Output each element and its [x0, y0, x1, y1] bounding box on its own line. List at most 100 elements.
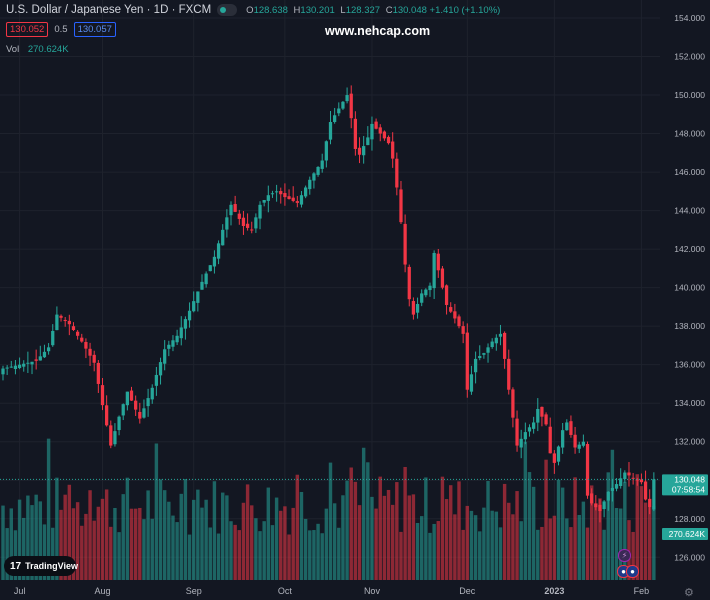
volume-bar: [237, 530, 242, 580]
candle-body: [623, 472, 627, 480]
y-tick-label: 128.000: [674, 514, 705, 524]
candle-body: [386, 136, 391, 144]
sell-button[interactable]: 130.052: [6, 22, 49, 37]
y-tick-label: 136.000: [674, 360, 705, 370]
volume-label: Vol: [6, 44, 20, 55]
candle-body: [619, 478, 623, 487]
volume-bar: [602, 529, 606, 580]
volume-bar: [75, 502, 80, 580]
candle-body: [270, 193, 275, 195]
volume-bar: [146, 490, 150, 580]
volume-bar: [254, 518, 258, 580]
candle-body: [63, 319, 67, 322]
candle-body: [635, 479, 639, 481]
volume-bar: [623, 481, 627, 580]
candle-body: [357, 147, 362, 155]
symbol-title[interactable]: U.S. Dollar / Japanese Yen · 1D · FXCM: [6, 4, 212, 16]
volume-value: 270.624K: [27, 44, 69, 55]
volume-bar: [540, 526, 544, 580]
candle-body: [490, 341, 494, 348]
candle-body: [353, 118, 358, 149]
volume-bar: [133, 508, 138, 580]
volume-bar: [457, 481, 461, 580]
candle-body: [125, 391, 129, 406]
candle-body: [407, 266, 411, 300]
volume-bar: [30, 505, 34, 580]
candle-body: [449, 307, 453, 312]
volume-bar: [67, 484, 72, 580]
close-label: C: [385, 4, 393, 16]
volume-bar: [266, 487, 271, 580]
us-flag-icon[interactable]: ●: [626, 565, 639, 578]
candle-body: [303, 187, 308, 197]
volume-bar: [221, 492, 225, 580]
volume-bar: [386, 489, 391, 580]
candle-body: [241, 217, 246, 227]
low-value: 128.327: [345, 4, 381, 16]
open-label: O: [246, 4, 254, 16]
volume-bar: [585, 527, 590, 580]
candle-body: [598, 504, 602, 512]
x-tick-label: Sep: [186, 586, 202, 596]
candle-body: [225, 217, 229, 230]
candle-body: [196, 291, 200, 303]
volume-bar: [589, 485, 594, 580]
volume-bar: [316, 523, 320, 580]
volume-axis-label: 270.624K: [669, 529, 706, 539]
volume-bar: [51, 527, 55, 580]
x-tick-label: 2023: [544, 586, 564, 596]
volume-bar: [262, 521, 266, 580]
candle-body: [482, 353, 486, 355]
candle-body: [113, 431, 117, 445]
y-tick-label: 148.000: [674, 129, 705, 139]
gear-icon[interactable]: ⚙: [684, 587, 694, 599]
candle-body: [308, 179, 312, 190]
candle-body: [527, 427, 532, 432]
lightning-icon[interactable]: ⚡: [618, 549, 631, 562]
volume-bar: [5, 528, 9, 580]
candle-body: [337, 108, 341, 114]
volume-bar: [158, 479, 163, 580]
y-tick-label: 152.000: [674, 52, 705, 62]
candle-body: [395, 158, 399, 188]
volume-bar: [270, 525, 275, 580]
volume-bar: [569, 527, 573, 580]
tradingview-logo-mark: 17: [10, 560, 22, 572]
volume-bar: [328, 462, 333, 580]
volume-bar: [498, 527, 503, 580]
candle-body: [274, 191, 279, 193]
candle-body: [204, 273, 208, 285]
candle-body: [200, 281, 204, 290]
candle-body: [532, 422, 536, 429]
tradingview-logo[interactable]: 17 TradingView: [4, 556, 78, 576]
x-tick-label: Aug: [94, 586, 110, 596]
volume-bar: [618, 508, 623, 580]
volume-bar: [88, 490, 92, 580]
volume-bar: [175, 522, 179, 580]
candle-body: [577, 444, 581, 449]
volume-bar: [449, 485, 453, 580]
volume-bar: [84, 513, 88, 580]
candle-body: [473, 358, 478, 373]
x-tick-label: Nov: [364, 586, 381, 596]
candle-body: [324, 141, 328, 161]
candle-body: [295, 201, 299, 203]
volume-legend: Vol 270.624K: [6, 44, 69, 55]
volume-bar: [324, 508, 329, 580]
candle-body: [179, 327, 183, 339]
candle-body: [648, 498, 652, 508]
volume-bar: [241, 502, 246, 580]
candle-body: [208, 265, 212, 272]
volume-bar: [490, 510, 494, 580]
tradingview-logo-text: TradingView: [25, 561, 78, 571]
volume-bar: [225, 495, 229, 580]
volume-bar: [652, 506, 656, 580]
buy-button[interactable]: 130.057: [73, 22, 116, 37]
candle-body: [283, 193, 287, 198]
volume-bar: [332, 503, 337, 580]
volume-bar: [303, 518, 308, 580]
volume-bar: [461, 529, 465, 580]
candle-body: [548, 426, 552, 454]
market-status-icon[interactable]: [217, 4, 238, 16]
